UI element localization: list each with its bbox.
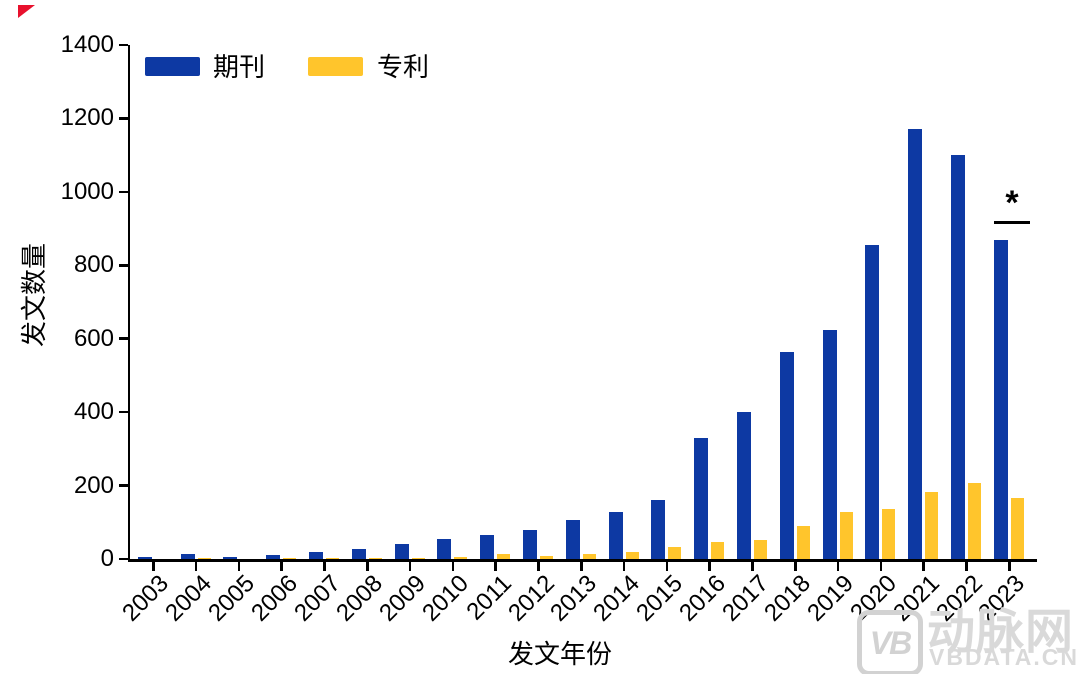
y-tick-label: 1200 [60, 104, 114, 132]
bar-期刊-2013 [565, 520, 580, 559]
bar-期刊-2007 [309, 551, 323, 559]
x-tick [194, 561, 198, 571]
bar-专利-2017 [754, 539, 767, 559]
bar-期刊-2009 [394, 544, 409, 559]
watermark-logo-icon: VB [857, 610, 923, 674]
y-tick-label: 400 [73, 398, 114, 426]
bar-专利-2015 [668, 546, 682, 559]
bar-专利-2018 [796, 525, 810, 559]
x-tick [323, 561, 326, 571]
bar-期刊-2015 [651, 499, 666, 559]
x-tick [494, 561, 497, 571]
y-tick-label: 0 [100, 545, 114, 572]
bar-期刊-2022 [951, 155, 965, 559]
y-axis-title: 发文数量 [19, 243, 49, 348]
bar-专利-2022 [968, 482, 981, 559]
y-tick [119, 117, 128, 120]
x-tick [152, 561, 155, 571]
bar-期刊-2023 [993, 239, 1008, 559]
bar-专利-2011 [497, 553, 511, 559]
y-tick-label: 1400 [60, 31, 114, 58]
x-axis-title: 发文年份 [507, 639, 612, 669]
legend-label-journal: 期刊 [213, 52, 266, 82]
legend-label-patent: 专利 [377, 52, 430, 82]
x-tick [794, 561, 797, 571]
x-axis-spine [127, 559, 1037, 562]
y-tick [119, 337, 128, 340]
x-tick [537, 561, 540, 571]
y-tick-label: 1000 [60, 177, 114, 205]
watermark-brand: 动脉网 [927, 606, 1075, 659]
bar-期刊-2008 [351, 548, 366, 559]
significance-asterisk: * [1005, 184, 1019, 222]
x-tick [280, 561, 283, 571]
bar-专利-2021 [925, 491, 939, 559]
bar-专利-2013 [582, 554, 596, 559]
bar-专利-2012 [540, 556, 553, 559]
x-tick [237, 561, 241, 571]
bar-专利-2007 [326, 558, 339, 559]
x-tick [1008, 561, 1011, 571]
bar-期刊-2003 [137, 557, 152, 559]
bar-专利-2004 [197, 558, 211, 559]
watermark-domain: VBDATA.CN [929, 644, 1080, 670]
y-tick [119, 557, 128, 561]
y-tick [119, 264, 128, 267]
bar-专利-2020 [882, 509, 896, 559]
bar-专利-2019 [839, 512, 853, 559]
x-tick [836, 561, 840, 571]
y-tick [119, 43, 128, 47]
bar-专利-2008 [368, 558, 382, 559]
y-tick [119, 190, 128, 194]
x-tick [751, 561, 754, 571]
y-tick-label: 200 [73, 471, 114, 499]
x-tick [922, 561, 925, 571]
bar-专利-2014 [625, 552, 639, 559]
bar-期刊-2017 [737, 412, 751, 559]
bar-专利-2023 [1010, 498, 1024, 559]
y-tick [119, 410, 128, 414]
bar-期刊-2004 [180, 554, 195, 559]
bar-期刊-2021 [908, 129, 923, 559]
bar-期刊-2005 [223, 556, 238, 559]
legend-swatch-journal [145, 57, 200, 76]
x-tick [408, 561, 412, 571]
significance-line [994, 221, 1030, 224]
red-corner-marker [18, 5, 35, 18]
x-tick [580, 561, 583, 571]
bar-期刊-2016 [694, 437, 709, 559]
bar-专利-2016 [711, 542, 725, 559]
legend-swatch-patent [308, 57, 363, 76]
x-tick [622, 561, 626, 571]
bar-期刊-2010 [437, 538, 452, 559]
bar-期刊-2014 [608, 512, 623, 559]
x-tick [451, 561, 455, 571]
bar-期刊-2019 [822, 329, 837, 559]
bar-专利-2009 [411, 557, 425, 559]
bar-专利-2006 [283, 558, 297, 559]
x-tick [708, 561, 711, 571]
bar-期刊-2020 [865, 245, 880, 559]
x-tick [879, 561, 883, 571]
x-tick [965, 561, 968, 571]
watermark-logo-text: VB [869, 624, 912, 661]
bar-期刊-2006 [266, 555, 281, 559]
y-tick-label: 800 [73, 251, 114, 279]
bar-专利-2010 [454, 556, 468, 559]
bar-期刊-2012 [523, 530, 537, 559]
bar-期刊-2018 [779, 351, 794, 559]
bar-期刊-2011 [480, 535, 495, 559]
y-tick-label: 600 [73, 324, 114, 352]
y-axis-spine [127, 45, 130, 562]
y-tick [119, 484, 128, 487]
x-tick [665, 561, 669, 571]
watermark: VB 动脉网 VBDATA.CN [855, 596, 1077, 674]
x-tick [366, 561, 369, 571]
